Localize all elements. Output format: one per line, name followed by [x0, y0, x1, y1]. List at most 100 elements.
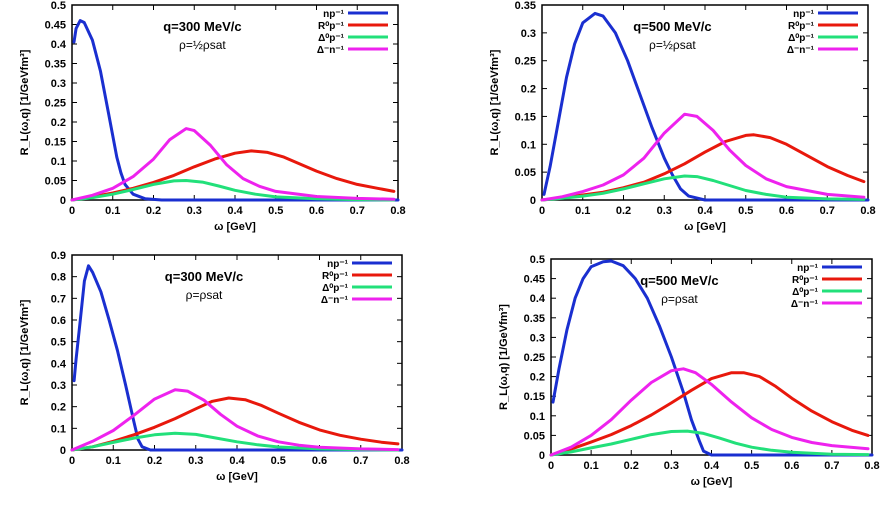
- x-tick-label: 0: [548, 460, 554, 472]
- legend-label: Δ⁰p⁻¹: [322, 283, 349, 294]
- x-tick-label: 0.5: [744, 460, 759, 472]
- x-tick-label: 0: [69, 455, 75, 467]
- x-tick-label: 0: [539, 205, 545, 217]
- series-line-1: [551, 259, 874, 457]
- x-axis-label: ω [GeV]: [684, 221, 726, 233]
- y-tick-label: 0: [539, 450, 545, 462]
- y-tick-label: 0: [60, 195, 66, 207]
- y-tick-label: 0.5: [51, 337, 66, 349]
- annotation-density: ρ=½ρsat: [649, 38, 696, 52]
- legend-label: Δ⁻n⁻¹: [317, 45, 345, 56]
- x-tick-label: 0.6: [312, 455, 327, 467]
- y-tick-label: 0.3: [51, 380, 66, 392]
- chart-panel-2: 0 0.1 0.2 0.3 0.4 0.5 0.6 0.7 0.8 0 0.05 0.1 0.15 0.2…: [489, 0, 876, 233]
- x-tick-label: 0.5: [738, 205, 753, 217]
- series-line-2: [70, 396, 400, 452]
- y-tick-label: 0.35: [45, 59, 66, 71]
- annotation-momentum: q=500 MeV/c: [633, 19, 711, 34]
- y-tick-label: 0: [60, 445, 66, 457]
- series-line-1: [72, 19, 400, 202]
- series-line-1: [72, 264, 404, 452]
- plot-frame: [550, 258, 873, 456]
- y-tick-label: 0.15: [524, 391, 545, 403]
- plot-frame: [71, 254, 403, 451]
- x-tick-label: 0.8: [394, 455, 409, 467]
- legend-label: Δ⁰p⁻¹: [318, 33, 345, 44]
- y-tick-label: 0.2: [530, 372, 545, 384]
- y-tick-label: 0.05: [45, 176, 66, 188]
- x-tick-label: 0.3: [657, 205, 672, 217]
- legend-label: R⁰p⁻¹: [318, 21, 345, 32]
- legend-label: R⁰p⁻¹: [322, 271, 349, 282]
- y-tick-label: 0.2: [521, 84, 536, 96]
- legend-label: Δ⁰p⁻¹: [788, 33, 815, 44]
- x-tick-label: 0.2: [624, 460, 639, 472]
- x-tick-label: 0.3: [188, 455, 203, 467]
- legend-label: np⁻¹: [797, 263, 818, 274]
- series-line-3: [70, 431, 400, 452]
- annotation-density: ρ=ρsat: [661, 292, 698, 306]
- x-tick-label: 0.4: [704, 460, 720, 472]
- x-axis-label: ω [GeV]: [214, 221, 256, 233]
- annotation-momentum: q=300 MeV/c: [165, 269, 243, 284]
- x-tick-label: 0.7: [350, 205, 365, 217]
- x-tick-label: 0.4: [227, 205, 243, 217]
- x-tick-label: 0.8: [864, 460, 879, 472]
- y-tick-label: 0.5: [530, 254, 545, 266]
- x-axis-label: ω [GeV]: [691, 476, 733, 488]
- chart-panel-4: 0 0.1 0.2 0.3 0.4 0.5 0.6 0.7 0.8 0 0.05 0.1 0.15 0.2…: [498, 254, 880, 488]
- series-line-3: [540, 174, 866, 202]
- y-tick-label: 0.25: [524, 352, 545, 364]
- x-tick-label: 0.2: [147, 455, 162, 467]
- x-tick-label: 0.6: [309, 205, 324, 217]
- y-tick-label: 0.2: [51, 117, 66, 129]
- y-axis-label: R_L(ω,q) [1/GeVfm³]: [498, 304, 510, 410]
- y-axis-label: R_L(ω,q) [1/GeVfm³]: [489, 49, 501, 155]
- y-tick-label: 0.35: [524, 313, 545, 325]
- y-tick-label: 0.45: [524, 274, 545, 286]
- x-tick-label: 0.7: [353, 455, 368, 467]
- legend-label: R⁰p⁻¹: [788, 21, 815, 32]
- y-tick-label: 0.15: [515, 111, 536, 123]
- y-tick-label: 0.1: [521, 139, 536, 151]
- x-tick-label: 0.7: [824, 460, 839, 472]
- y-tick-label: 0.35: [515, 0, 536, 12]
- x-tick-label: 0.6: [779, 205, 794, 217]
- y-tick-label: 0.3: [521, 28, 536, 40]
- chart-panel-3: 0 0.1 0.2 0.3 0.4 0.5 0.6 0.7 0.8 0 0.1 0.2 0.3 0.4 0.…: [19, 250, 410, 483]
- x-tick-label: 0.6: [784, 460, 799, 472]
- legend-label: np⁻¹: [323, 9, 344, 20]
- series-line-4: [70, 388, 400, 452]
- y-tick-label: 0.05: [524, 430, 545, 442]
- x-tick-label: 0.8: [390, 205, 405, 217]
- y-tick-label: 0.05: [515, 167, 536, 179]
- y-tick-label: 0.2: [51, 402, 66, 414]
- x-tick-label: 0.1: [105, 205, 120, 217]
- y-tick-label: 0.4: [51, 358, 67, 370]
- y-tick-label: 0.25: [45, 98, 66, 110]
- x-tick-label: 0.3: [187, 205, 202, 217]
- y-tick-label: 0.4: [530, 293, 546, 305]
- y-tick-label: 0.25: [515, 56, 536, 68]
- series-line-4: [540, 112, 866, 202]
- y-tick-label: 0.3: [51, 78, 66, 90]
- legend-label: Δ⁻n⁻¹: [791, 299, 819, 310]
- x-tick-label: 0: [69, 205, 75, 217]
- series-line-3: [70, 179, 396, 202]
- series-line-4: [70, 127, 396, 202]
- x-tick-label: 0.5: [268, 205, 283, 217]
- legend-label: Δ⁻n⁻¹: [787, 45, 815, 56]
- x-tick-label: 0.4: [697, 205, 713, 217]
- y-tick-label: 0.1: [51, 423, 66, 435]
- series-line-3: [549, 429, 870, 457]
- annotation-momentum: q=300 MeV/c: [163, 19, 241, 34]
- y-axis-label: R_L(ω,q) [1/GeVfm³]: [19, 49, 31, 155]
- x-tick-label: 0.2: [146, 205, 161, 217]
- x-tick-label: 0.5: [271, 455, 286, 467]
- annotation-momentum: q=500 MeV/c: [640, 273, 718, 288]
- x-tick-label: 0.3: [664, 460, 679, 472]
- x-tick-label: 0.1: [575, 205, 590, 217]
- y-tick-label: 0.6: [51, 315, 66, 327]
- y-tick-label: 0.1: [51, 156, 66, 168]
